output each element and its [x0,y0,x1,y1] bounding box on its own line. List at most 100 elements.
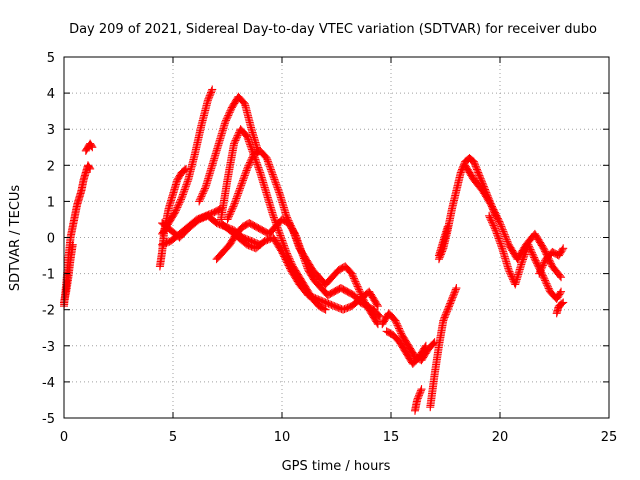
data-point [279,241,288,250]
data-point [180,187,189,196]
data-point [183,177,192,186]
data-point [299,252,308,261]
data-point [241,168,250,177]
data-point [265,162,274,171]
data-point [242,166,251,175]
y-tick-label: 2 [47,159,55,174]
data-point [243,132,252,141]
data-point [558,245,567,254]
data-point [321,305,330,314]
data-point [262,154,271,163]
data-point [296,244,305,253]
data-point [230,199,239,208]
data-point [500,230,509,239]
data-point [178,190,187,199]
data-point [302,261,311,270]
data-point [240,173,249,182]
data-point [272,180,281,189]
data-point [182,164,191,173]
data-point [495,236,504,245]
data-point [294,238,303,247]
data-point [182,180,191,189]
data-point [263,157,272,166]
data-point [556,289,565,298]
data-point [298,249,307,258]
data-point [518,255,527,264]
data-point [68,240,77,249]
data-point [291,231,300,240]
data-point [247,143,256,152]
data-point [559,244,568,253]
data-point [274,186,283,195]
data-point [253,161,262,170]
data-point [557,287,566,296]
data-point [555,271,564,280]
data-point [421,341,430,350]
data-point [320,304,329,313]
data-point [503,237,512,246]
x-tick-label: 10 [274,430,291,445]
data-point [373,300,382,309]
data-point [416,386,425,395]
data-point [272,181,281,190]
data-point [494,232,503,241]
y-tick-label: -5 [42,412,55,427]
data-point [269,173,278,182]
data-point [246,140,255,149]
data-point [243,134,252,143]
data-point [263,155,272,164]
data-point [301,259,310,268]
data-point [496,219,504,228]
data-point [429,339,438,348]
data-point [271,177,280,186]
data-point [417,385,426,394]
data-point [300,256,309,265]
x-tick-label: 20 [492,430,509,445]
data-point [373,302,382,311]
data-point [557,273,566,282]
data-point [88,143,97,152]
data-point [255,165,264,174]
data-point [275,229,284,238]
y-tick-label: -2 [42,304,55,319]
data-point [239,174,248,183]
y-tick-label: -3 [42,340,55,355]
data-point [293,236,302,245]
data-point [301,257,310,266]
data-point [291,229,300,238]
data-point [297,246,306,255]
data-point [255,166,264,175]
x-tick-label: 5 [169,430,177,445]
y-tick-label: 1 [47,195,55,210]
data-point [497,222,506,231]
data-point [231,197,240,206]
data-point [501,232,510,241]
data-point [234,187,243,196]
data-point [502,234,511,243]
data-point [238,176,247,185]
data-point [176,195,185,204]
y-axis-label: SDTVAR / TECUs [8,185,23,292]
data-point [177,193,186,202]
data-point [180,185,189,194]
data-point [233,191,242,200]
data-point [497,242,506,251]
data-point [237,179,246,188]
data-point [491,226,500,235]
data-point [496,220,505,229]
data-point [253,160,262,169]
data-point [490,224,499,233]
x-tick-label: 0 [60,430,68,445]
data-point [235,186,244,195]
data-point [274,185,283,194]
data-point [275,228,284,237]
x-tick-label: 15 [383,430,400,445]
data-point [299,254,308,263]
y-tick-label: 4 [47,87,55,102]
data-point [276,231,285,240]
chart-title: Day 209 of 2021, Sidereal Day-to-day VTE… [69,22,597,37]
data-point [207,87,216,96]
data-point [235,184,244,193]
data-point [231,196,240,205]
